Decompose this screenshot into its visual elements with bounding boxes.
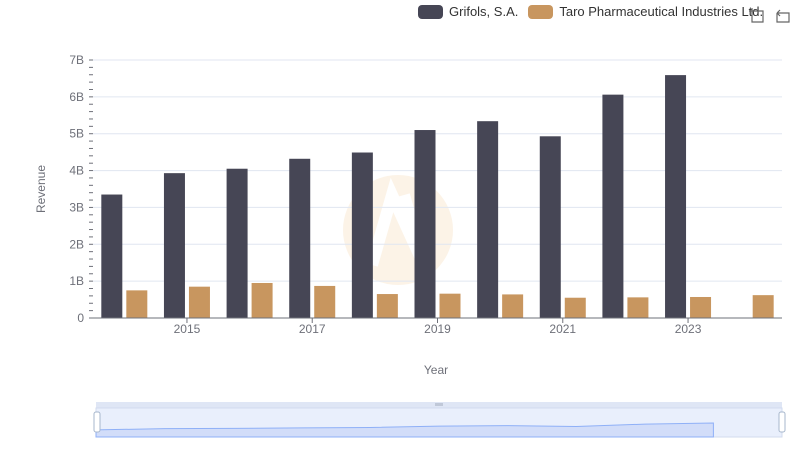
bar-taro xyxy=(251,282,273,318)
y-tick-label: 7B xyxy=(69,53,84,67)
y-tick-label: 0 xyxy=(77,311,84,325)
bar-taro xyxy=(188,286,210,318)
legend-item-taro[interactable]: Taro Pharmaceutical Industries Ltd. xyxy=(528,4,763,19)
bar-grifols xyxy=(226,168,248,318)
bar-grifols xyxy=(289,158,311,318)
y-tick-label: 1B xyxy=(69,274,84,288)
bar-grifols xyxy=(477,121,499,318)
legend: Grifols, S.A. Taro Pharmaceutical Indust… xyxy=(418,4,773,19)
y-tick-label: 6B xyxy=(69,90,84,104)
bar-taro xyxy=(627,297,649,318)
restore-icon[interactable] xyxy=(774,7,790,23)
bar-grifols xyxy=(539,136,561,318)
bar-taro xyxy=(314,285,336,318)
bar-taro xyxy=(439,293,461,318)
bar-taro xyxy=(502,294,524,318)
bar-taro xyxy=(564,297,586,318)
legend-label-taro: Taro Pharmaceutical Industries Ltd. xyxy=(559,4,764,19)
y-tick-label: 5B xyxy=(69,127,84,141)
zoom-icon[interactable] xyxy=(748,7,764,23)
legend-swatch-taro xyxy=(528,4,554,19)
data-zoom-slider[interactable] xyxy=(93,402,786,438)
bar-taro xyxy=(752,295,774,318)
x-axis-title: Year xyxy=(424,363,448,377)
x-tick-label: 2019 xyxy=(424,322,451,336)
bar-grifols xyxy=(163,173,185,318)
x-tick-label: 2015 xyxy=(174,322,201,336)
slider-move-handle[interactable] xyxy=(435,403,443,406)
y-axis-title: Revenue xyxy=(34,165,48,213)
slider-right-handle[interactable] xyxy=(778,411,786,433)
legend-item-grifols[interactable]: Grifols, S.A. xyxy=(418,4,518,19)
legend-swatch-grifols xyxy=(418,4,443,19)
bar-taro xyxy=(126,290,148,318)
bar-grifols xyxy=(351,152,373,318)
bar-grifols xyxy=(101,194,123,318)
slider-left-handle[interactable] xyxy=(93,411,101,433)
x-tick-label: 2017 xyxy=(299,322,326,336)
slider-preview-area xyxy=(95,422,714,438)
y-tick-label: 4B xyxy=(69,164,84,178)
y-tick-label: 3B xyxy=(69,200,84,214)
bar-grifols xyxy=(602,94,624,318)
bar-grifols xyxy=(414,130,436,318)
x-tick-label: 2023 xyxy=(675,322,702,336)
bar-taro xyxy=(690,296,712,318)
bar-grifols xyxy=(665,75,687,319)
bar-taro xyxy=(376,294,398,318)
y-tick-label: 2B xyxy=(69,237,84,251)
legend-label-grifols: Grifols, S.A. xyxy=(449,4,519,19)
x-tick-label: 2021 xyxy=(549,322,576,336)
